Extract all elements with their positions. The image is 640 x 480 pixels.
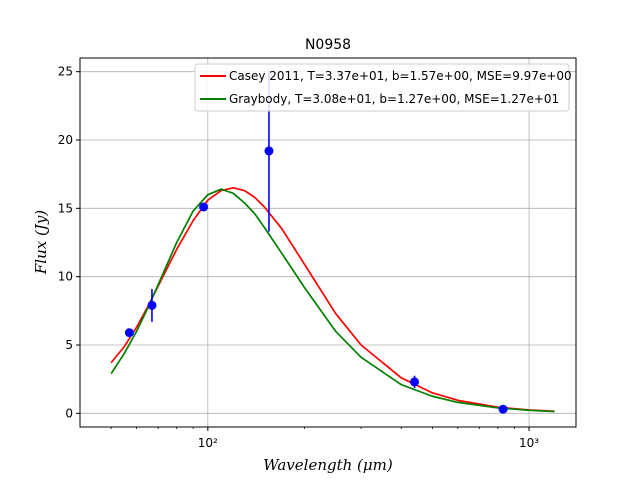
series-line-1 <box>110 186 555 413</box>
chart-title: N0958 <box>305 37 351 53</box>
y-tick-label: 25 <box>58 65 73 79</box>
y-tick-label: 15 <box>58 201 73 215</box>
data-point <box>498 404 508 414</box>
legend-label: Graybody, T=3.08e+01, b=1.27e+00, MSE=1.… <box>229 92 559 106</box>
plot-frame <box>79 57 577 428</box>
y-tick-label: 0 <box>65 406 73 420</box>
x-axis-label: Wavelength (μm) <box>263 456 393 474</box>
legend-box <box>194 63 570 112</box>
data-point <box>410 377 420 387</box>
legend: Casey 2011, T=3.37e+01, b=1.57e+00, MSE=… <box>194 63 572 112</box>
plot-area <box>110 70 555 414</box>
data-point <box>199 202 209 212</box>
x-tick-label: 10² <box>198 436 218 450</box>
data-point <box>124 328 134 338</box>
legend-label: Casey 2011, T=3.37e+01, b=1.57e+00, MSE=… <box>229 69 572 83</box>
y-tick-label: 20 <box>58 133 73 147</box>
data-point <box>147 300 157 310</box>
axis-ticks: 0 5 10 15 20 25 10² 10³ <box>58 65 540 450</box>
data-point <box>264 146 274 156</box>
x-tick-label: 10³ <box>519 436 539 450</box>
series-line-2 <box>110 188 555 413</box>
y-axis-label: Flux (Jy) <box>32 210 50 275</box>
y-tick-label: 5 <box>65 338 73 352</box>
grid-lines <box>80 58 576 427</box>
y-tick-label: 10 <box>58 270 73 284</box>
